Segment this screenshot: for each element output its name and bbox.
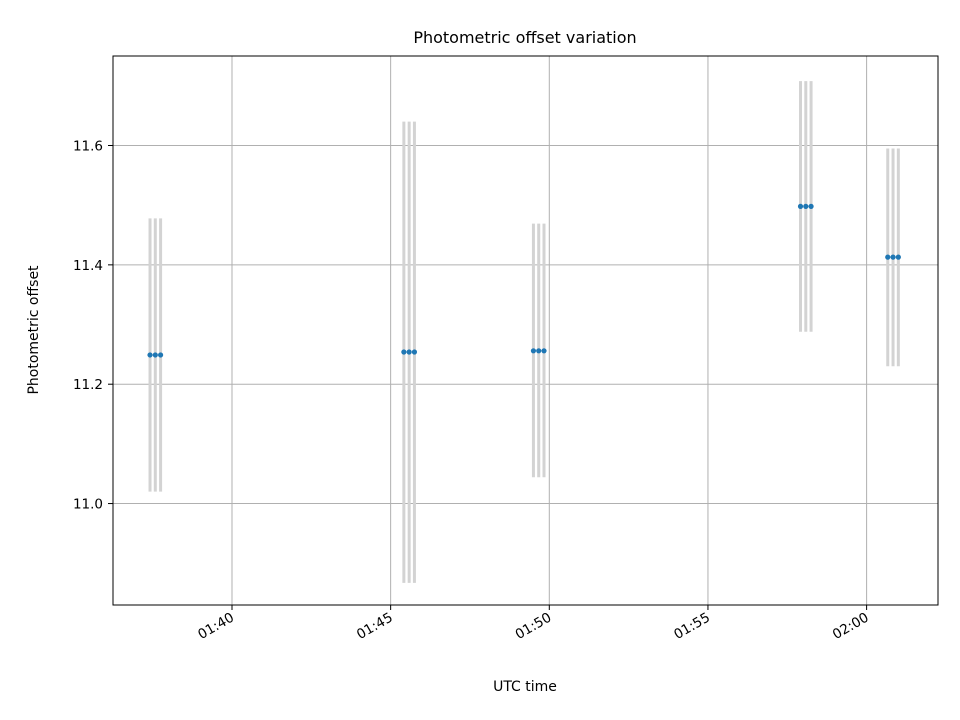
x-axis-label: UTC time	[493, 679, 557, 695]
data-point	[890, 254, 896, 260]
data-point	[147, 352, 153, 358]
x-tick-label: 01:40	[195, 610, 237, 643]
data-point	[808, 203, 814, 209]
chart-title: Photometric offset variation	[413, 28, 636, 47]
x-tick-label: 01:45	[354, 610, 396, 643]
data-point	[895, 254, 901, 260]
data-point	[152, 352, 158, 358]
data-point	[803, 203, 809, 209]
grid-layer	[113, 56, 938, 605]
data-point	[411, 349, 418, 355]
data-point	[797, 203, 804, 209]
data-point	[157, 352, 164, 358]
y-tick-label: 11.0	[73, 497, 103, 513]
y-tick-label: 11.2	[73, 377, 103, 393]
x-tick-label: 01:55	[671, 610, 713, 643]
x-tick-label: 02:00	[830, 610, 872, 643]
data-point	[406, 349, 412, 355]
data-point	[536, 348, 542, 354]
tick-layer: 01:40 01:45 01:50 01:55 02:00 11.0 11.2 11.4 11.…	[73, 139, 872, 643]
marker-layer	[147, 203, 901, 358]
y-tick-label: 11.6	[73, 139, 103, 155]
y-tick-label: 11.4	[73, 258, 103, 274]
x-tick-label: 01:50	[513, 610, 555, 643]
data-point	[885, 254, 891, 260]
errorbar-layer	[148, 81, 900, 583]
y-axis-label: Photometric offset	[26, 265, 42, 395]
data-point	[530, 348, 537, 354]
data-point	[401, 349, 407, 355]
plot-frame	[112, 55, 939, 606]
data-point	[541, 348, 547, 354]
